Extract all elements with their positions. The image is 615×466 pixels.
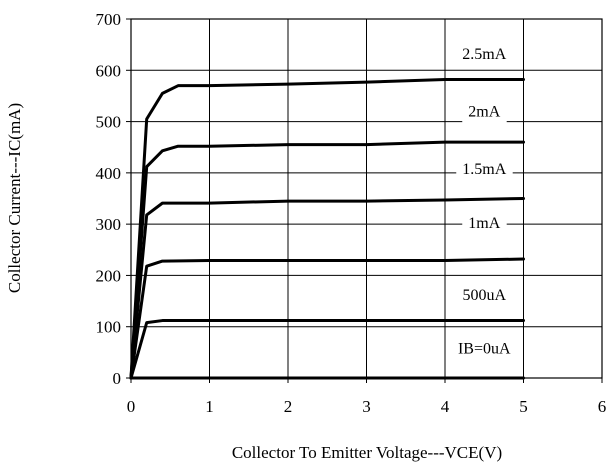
series-line-2-5ma: [129, 78, 525, 380]
series-label-bg: [462, 98, 507, 126]
y-tick-label: 0: [113, 369, 122, 388]
series-label: IB=0uA: [458, 340, 511, 357]
x-tick-label: 4: [441, 397, 450, 416]
series-line-2ma: [129, 140, 525, 380]
x-tick-label: 6: [598, 397, 607, 416]
series-label: 1mA: [468, 215, 500, 232]
axis-layer: 0 1 2 3 4 5 6 0 100 200 300 400 500 600 700: [96, 10, 607, 416]
series-line-500ua: [129, 319, 525, 380]
series-label: 2mA: [468, 103, 500, 120]
y-tick-label: 300: [96, 215, 122, 234]
y-tick-label: 600: [96, 61, 122, 80]
grid-layer: [131, 19, 602, 378]
series-label: 500uA: [462, 287, 506, 304]
series-label-bg: [456, 155, 513, 183]
series-label-bg: [456, 282, 513, 310]
series-label-bg: [456, 41, 513, 69]
x-axis-title: Collector To Emitter Voltage---VCE(V): [232, 443, 502, 462]
y-tick-label: 100: [96, 318, 122, 337]
y-axis-title: Collector Current---IC(mA): [5, 103, 24, 293]
series-label: 1.5mA: [462, 161, 506, 178]
series-label: 2.5mA: [462, 46, 506, 63]
x-tick-label: 3: [362, 397, 371, 416]
x-tick-label: 1: [205, 397, 214, 416]
label-layer: 2.5mA 2mA 1.5mA 1mA 500uA IB=0uA: [451, 41, 517, 363]
x-tick-label: 0: [127, 397, 136, 416]
y-tick-label: 500: [96, 113, 122, 132]
x-tick-label: 2: [284, 397, 293, 416]
series-label-bg: [451, 335, 517, 363]
series-line-1-5ma: [129, 197, 525, 380]
y-tick-label: 700: [96, 10, 122, 29]
x-tick-label: 5: [519, 397, 528, 416]
y-tick-label: 400: [96, 164, 122, 183]
y-tick-label: 200: [96, 266, 122, 285]
series-line-1ma: [129, 257, 525, 380]
series-label-bg: [462, 210, 507, 238]
